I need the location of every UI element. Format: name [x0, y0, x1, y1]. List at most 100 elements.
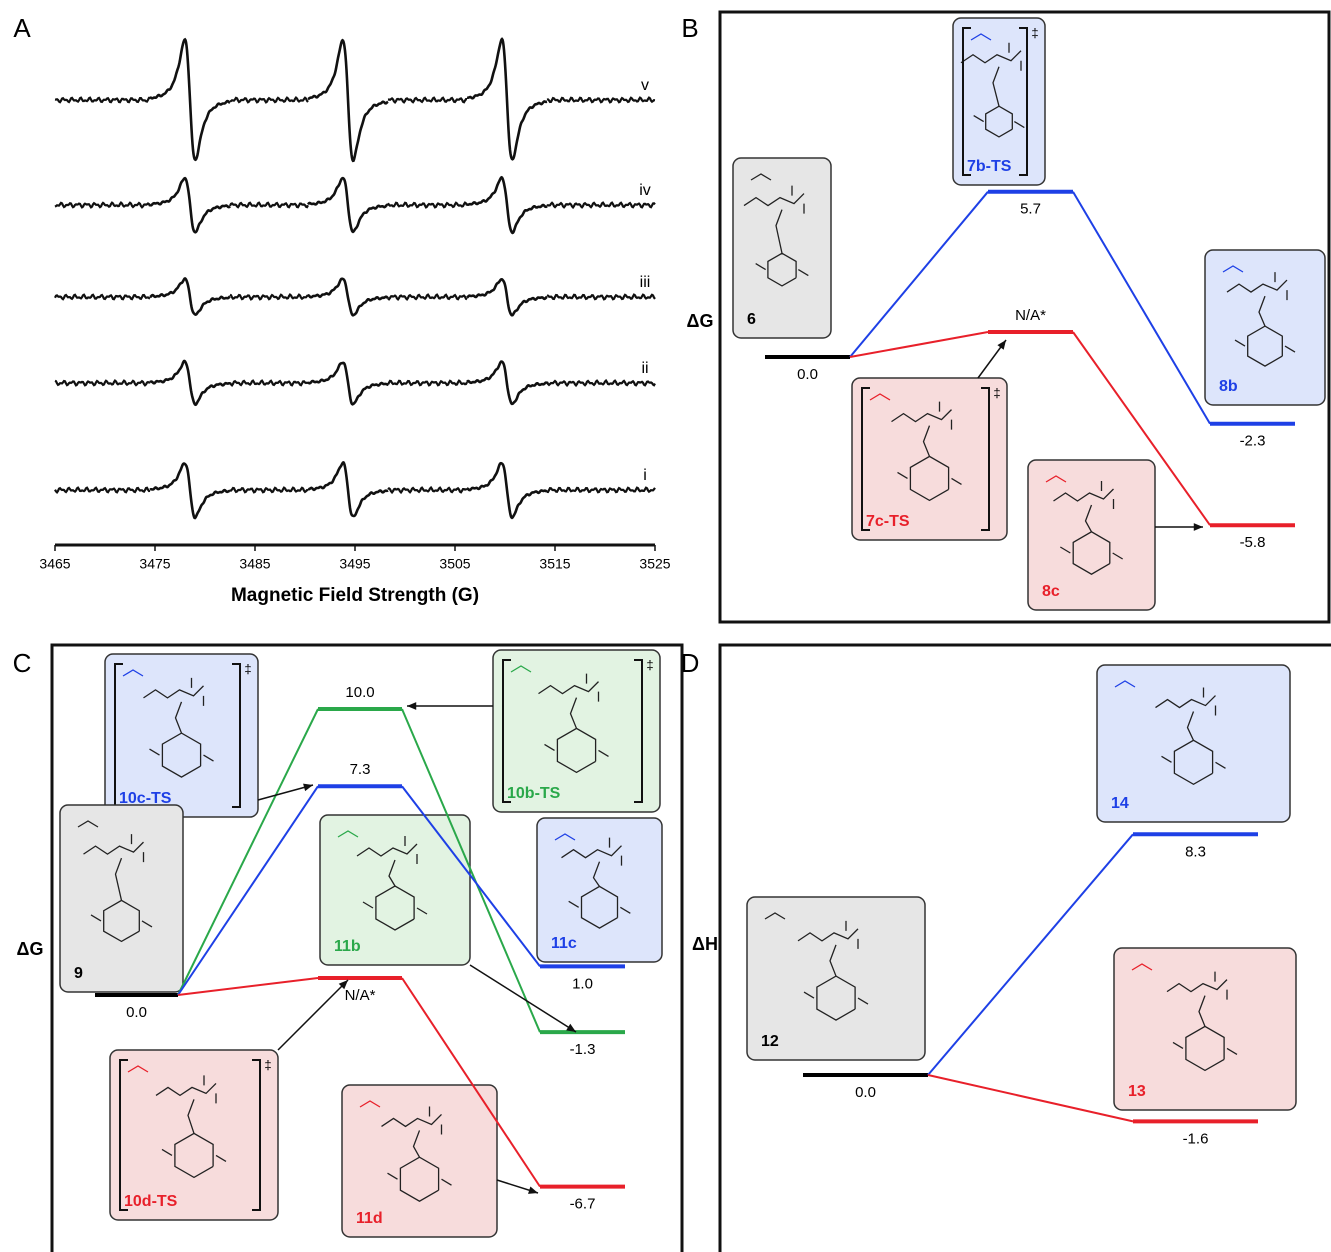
ts-mark: ‡ [646, 657, 653, 672]
x-tick-label: 3515 [539, 556, 570, 572]
trace-baseline [388, 381, 467, 386]
x-tick-label: 3485 [239, 556, 270, 572]
energy-label: 5.7 [1020, 201, 1041, 218]
arrow [278, 980, 348, 1050]
energy-label: 0.0 [126, 1004, 147, 1021]
ts-mark: ‡ [993, 385, 1000, 400]
species-label: 11c [551, 935, 577, 952]
connector [928, 834, 1133, 1075]
resonance-line [150, 40, 230, 160]
panel-letter: A [13, 13, 31, 43]
resonance-line [150, 464, 230, 519]
trace-baseline [547, 98, 655, 103]
connector [850, 332, 988, 357]
y-axis-label: ΔG [687, 311, 714, 331]
figure: A 3465 3475 3485 3495 3505 3515 3525 Magnetic Fi… [0, 0, 1331, 1252]
trace-baseline [388, 295, 467, 300]
arrow-head [1194, 523, 1203, 531]
trace-label: iv [639, 182, 651, 199]
trace-label: iii [640, 274, 651, 291]
trace-baseline [55, 488, 150, 493]
connector [178, 978, 318, 995]
energy-label: -6.7 [570, 1196, 596, 1213]
trace-baseline [55, 381, 150, 386]
ts-mark: ‡ [1031, 25, 1038, 40]
connector [928, 1075, 1133, 1121]
trace-baseline [388, 488, 467, 493]
energy-label: -1.3 [570, 1041, 596, 1058]
trace-baseline [55, 98, 150, 103]
trace-baseline [547, 488, 655, 493]
x-tick-label: 3505 [439, 556, 470, 572]
x-axis-label: Magnetic Field Strength (G) [231, 585, 479, 606]
trace-baseline [547, 203, 655, 208]
energy-label: 10.0 [345, 684, 374, 701]
resonance-line [308, 363, 388, 404]
species-label: 14 [1111, 795, 1129, 812]
x-tick-label: 3495 [339, 556, 370, 572]
energy-label: 7.3 [350, 761, 371, 778]
ts-mark: ‡ [264, 1057, 271, 1072]
resonance-line [308, 279, 388, 316]
resonance-line [467, 362, 547, 404]
energy-label: 1.0 [572, 975, 593, 992]
energy-label: 0.0 [855, 1084, 876, 1101]
arrow-head [997, 340, 1006, 350]
resonance-line [467, 177, 547, 233]
energy-label: -1.6 [1183, 1130, 1209, 1147]
species-label: 13 [1128, 1083, 1146, 1100]
resonance-line [467, 463, 547, 518]
species-label: 7c-TS [866, 513, 910, 530]
x-tick-label: 3525 [639, 556, 670, 572]
ts-mark: ‡ [244, 661, 251, 676]
trace-baseline [547, 295, 655, 300]
trace-baseline [230, 295, 308, 300]
resonance-line [467, 279, 547, 315]
energy-label: 0.0 [797, 366, 818, 383]
arrow [470, 965, 576, 1032]
panel-letter: D [681, 648, 700, 678]
resonance-line [150, 178, 230, 232]
x-tick-label: 3475 [139, 556, 170, 572]
resonance-line [308, 178, 388, 232]
resonance-line [150, 279, 230, 315]
energy-label: 8.3 [1185, 843, 1206, 860]
y-axis-label: ΔH [692, 934, 718, 954]
species-label: 6 [747, 311, 756, 328]
energy-label: -5.8 [1240, 534, 1266, 551]
trace-label: i [643, 467, 647, 484]
trace-baseline [55, 295, 150, 300]
connector [1073, 192, 1210, 424]
energy-label: N/A* [345, 987, 376, 1004]
species-label: 11b [334, 938, 361, 955]
species-label: 7b-TS [967, 158, 1012, 175]
trace-baseline [388, 98, 467, 103]
y-axis-label: ΔG [17, 939, 44, 959]
resonance-line [150, 361, 230, 405]
panel-letter: B [681, 13, 698, 43]
species-label: 9 [74, 965, 83, 982]
species-label: 11d [356, 1210, 383, 1227]
species-label: 8b [1219, 378, 1238, 395]
page: A 3465 3475 3485 3495 3505 3515 3525 Magnetic Fi… [0, 0, 1331, 1252]
trace-baseline [230, 381, 308, 386]
energy-label: N/A* [1015, 307, 1046, 324]
arrow-head [528, 1187, 538, 1194]
species-label: 10d-TS [124, 1193, 178, 1210]
trace-baseline [388, 203, 467, 208]
trace-baseline [55, 203, 150, 208]
trace-label: ii [641, 360, 648, 377]
resonance-line [308, 40, 388, 161]
resonance-line [467, 39, 547, 159]
trace-baseline [547, 381, 655, 386]
trace-baseline [230, 98, 308, 103]
x-tick-label: 3465 [39, 556, 70, 572]
resonance-line [308, 463, 388, 516]
connector [850, 192, 988, 357]
species-label: 12 [761, 1033, 779, 1050]
trace-baseline [230, 488, 308, 493]
trace-label: v [641, 77, 649, 94]
species-label: 10b-TS [507, 785, 561, 802]
arrow-head [407, 702, 416, 710]
species-label: 8c [1042, 583, 1060, 600]
